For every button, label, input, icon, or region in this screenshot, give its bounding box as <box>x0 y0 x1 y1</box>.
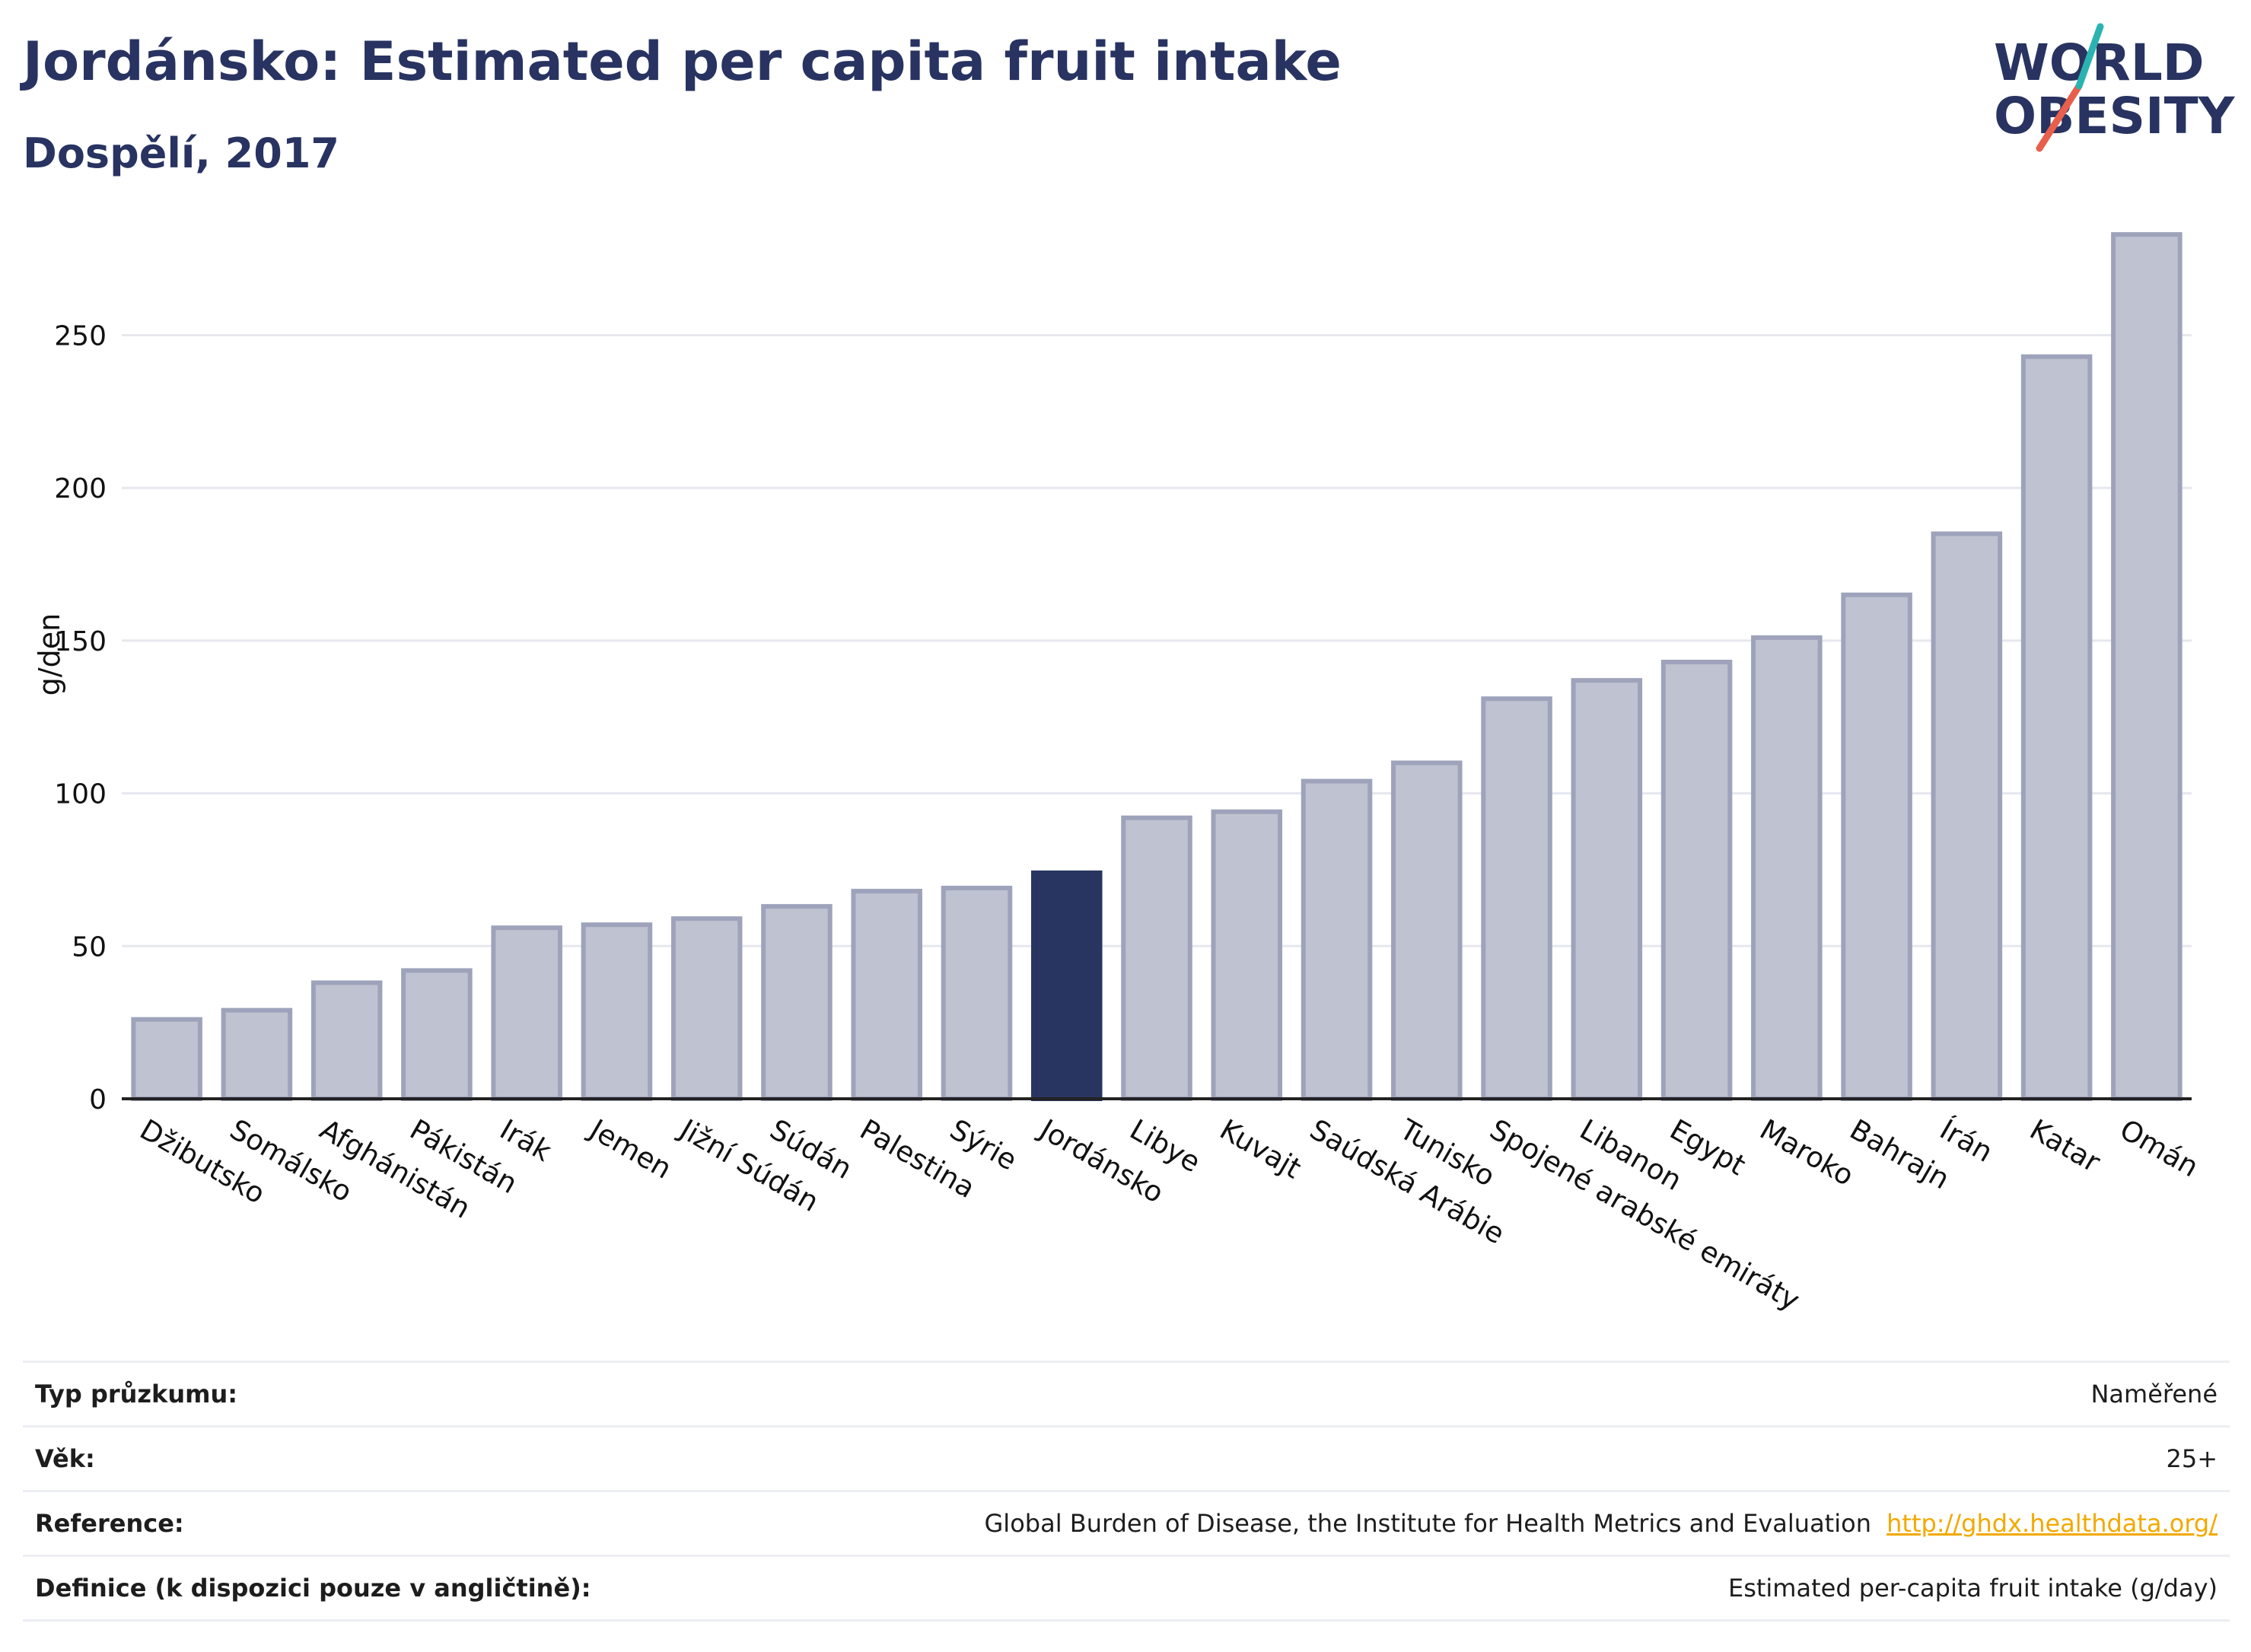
bar-jordánsko[interactable] <box>1030 870 1103 1102</box>
logo-line2: OBESITY <box>1994 87 2236 145</box>
info-label: Definice (k dispozici pouze v angličtině… <box>35 1574 591 1603</box>
world-obesity-logo: WORLD OBESITY <box>1994 23 2236 152</box>
y-tick-label: 0 <box>89 1084 107 1116</box>
info-label: Typ průzkumu: <box>35 1380 238 1408</box>
logo-slash-teal <box>2075 23 2104 90</box>
bars <box>131 232 2183 1102</box>
bar-maroko[interactable] <box>1751 635 1823 1101</box>
bar-írán[interactable] <box>1931 531 2003 1101</box>
bar-súdán[interactable] <box>761 904 833 1101</box>
bar-pákistán[interactable] <box>401 968 473 1101</box>
info-value: Estimated per-capita fruit intake (g/day… <box>1727 1574 2218 1603</box>
info-label: Věk: <box>35 1444 95 1473</box>
y-tick-label: 250 <box>54 321 107 352</box>
y-tick-label: 100 <box>54 779 107 810</box>
info-value: 25+ <box>2166 1444 2218 1473</box>
bar-jižní-súdán[interactable] <box>670 916 743 1101</box>
bar-katar[interactable] <box>2020 354 2093 1102</box>
info-row-reference: Reference: Global Burden of Disease, the… <box>23 1490 2230 1555</box>
bar-spojené-arabské-emiráty[interactable] <box>1481 696 1552 1101</box>
info-value: Naměřené <box>2090 1380 2218 1408</box>
info-value: Global Burden of Disease, the Institute … <box>984 1509 1871 1538</box>
bar-libye[interactable] <box>1121 815 1192 1102</box>
bar-palestina[interactable] <box>851 889 922 1101</box>
x-tick-label: Jemen <box>583 1112 677 1186</box>
info-row-definition: Definice (k dispozici pouze v angličtině… <box>23 1555 2230 1622</box>
bar-saúdská-arábie[interactable] <box>1301 778 1373 1102</box>
x-tick-label: Maroko <box>1754 1113 1859 1192</box>
x-tick-label: Katar <box>2024 1113 2106 1179</box>
bar-egypt[interactable] <box>1660 660 1733 1101</box>
bar-tunisko[interactable] <box>1391 760 1463 1102</box>
bar-libanon[interactable] <box>1571 678 1643 1101</box>
info-row-age: Věk: 25+ <box>23 1425 2230 1490</box>
x-tick-label: Omán <box>2114 1113 2204 1184</box>
y-tick-labels: 0 50 100 150 200 250 <box>54 321 107 1116</box>
y-tick-label: 150 <box>54 626 107 657</box>
bar-bahrajn[interactable] <box>1841 592 1912 1101</box>
bar-džibutsko[interactable] <box>131 1017 202 1101</box>
x-tick-label: Bahrajn <box>1845 1113 1955 1196</box>
bar-afghánistán[interactable] <box>310 980 383 1101</box>
chart-subtitle: Dospělí, 2017 <box>23 129 339 177</box>
chart-title: Jordánsko: Estimated per capita fruit in… <box>23 30 1342 93</box>
x-tick-label: Irák <box>495 1113 558 1169</box>
info-label: Reference: <box>35 1509 184 1538</box>
x-tick-labels: DžibutskoSomálskoAfghánistánPákistánIrák… <box>135 1112 2205 1317</box>
logo-slash-red <box>2036 82 2083 152</box>
bar-omán[interactable] <box>2111 232 2183 1101</box>
bar-chart: DžibutskoSomálskoAfghánistánPákistánIrák… <box>33 232 2205 1317</box>
bar-jemen[interactable] <box>581 922 653 1101</box>
y-axis-title: g/den <box>33 613 66 696</box>
bar-somálsko[interactable] <box>221 1007 293 1101</box>
info-table: Typ průzkumu: Naměřené Věk: 25+ Referenc… <box>23 1361 2230 1622</box>
bar-sýrie[interactable] <box>941 886 1013 1101</box>
x-tick-label: Kuvajt <box>1215 1113 1307 1186</box>
bar-irák[interactable] <box>491 925 562 1101</box>
logo-line1: WORLD <box>1994 33 2205 92</box>
bar-kuvajt[interactable] <box>1211 809 1283 1102</box>
reference-link[interactable]: http://ghdx.healthdata.org/ <box>1886 1509 2218 1538</box>
y-tick-label: 50 <box>72 931 107 963</box>
info-row-survey-type: Typ průzkumu: Naměřené <box>23 1361 2230 1425</box>
y-tick-label: 200 <box>54 473 107 505</box>
